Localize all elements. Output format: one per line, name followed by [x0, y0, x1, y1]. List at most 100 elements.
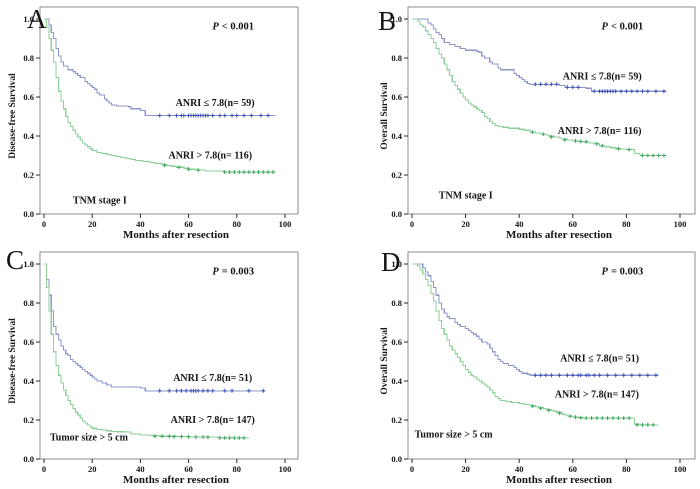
p-symbol: P [602, 267, 609, 278]
y-tick-label: 0.0 [23, 209, 34, 219]
subgroup-label: TNM stage I [439, 190, 493, 201]
x-axis-title: Months after resection [506, 474, 612, 486]
x-tick-label: 20 [461, 219, 470, 229]
survival-curve-anri-high [412, 18, 667, 157]
y-tick-label: 0.0 [391, 209, 402, 219]
y-tick-label: 0.4 [391, 376, 402, 386]
km-plot-panel-c: 0 20 40 60 80 100 0.0 0.2 0.4 0.6 0.8 1.0 Disease-fr… [6, 245, 299, 486]
x-tick-label: 80 [233, 219, 242, 229]
y-tick-label: 0.2 [23, 415, 34, 425]
subgroup-label: Tumor size > 5 cm [415, 430, 494, 441]
x-tick-label: 60 [569, 464, 578, 474]
panel-letter: D [381, 247, 401, 277]
y-tick-label: 0.8 [23, 53, 34, 63]
y-tick-label: 0.0 [391, 454, 402, 464]
survival-curve-anri-low [412, 18, 667, 92]
censor-marks-anri-low [533, 373, 658, 378]
censor-marks-anri-low [533, 82, 666, 94]
y-tick-label: 0.4 [391, 131, 402, 141]
y-axis-title: Disease-free Survival [8, 318, 18, 404]
x-tick-label: 60 [569, 219, 578, 229]
x-tick-label: 100 [674, 219, 687, 229]
y-tick-label: 0.6 [23, 337, 34, 347]
survival-curve-anri-high [44, 263, 249, 439]
y-tick-label: 0.6 [391, 337, 402, 347]
subgroup-label: TNM stage I [73, 195, 127, 206]
p-value-annotation: P < 0.001 [602, 22, 644, 33]
p-value-text: = 0.003 [222, 267, 254, 278]
p-symbol: P [212, 22, 219, 33]
y-tick-label: 0.8 [23, 298, 34, 308]
p-value-annotation: P = 0.003 [602, 267, 644, 278]
y-axis-title: Overall Survival [380, 82, 390, 150]
y-tick-label: 1.0 [23, 259, 34, 269]
y-tick-label: 0.6 [391, 92, 402, 102]
censor-marks-anri-low [157, 388, 266, 393]
series-label-anri-low: ANRI ≤ 7.8(n= 51) [560, 354, 639, 365]
km-plot-panel-a: 0 20 40 60 80 100 0.0 0.2 0.4 0.6 0.8 1.0 Disease-fr… [8, 4, 299, 241]
y-tick-label: 0.2 [391, 170, 402, 180]
series-label-anri-high: ANRI > 7.8(n= 147) [171, 415, 255, 426]
y-tick-label: 0.6 [23, 92, 34, 102]
y-tick-label: 0.0 [23, 454, 34, 464]
panel-letter: B [378, 6, 396, 36]
p-value-text: < 0.001 [222, 22, 254, 33]
series-label-anri-low: ANRI ≤ 7.8(n= 59) [176, 98, 255, 109]
x-tick-label: 80 [622, 219, 631, 229]
p-value-annotation: P = 0.003 [212, 267, 254, 278]
y-tick-label: 0.8 [391, 298, 402, 308]
p-value-text: = 0.003 [611, 267, 643, 278]
x-tick-label: 20 [461, 464, 470, 474]
x-tick-label: 100 [279, 464, 292, 474]
y-axis-title: Disease-free Survival [8, 73, 18, 159]
survival-curve-anri-low [44, 18, 276, 117]
y-tick-label: 0.4 [23, 131, 34, 141]
x-tick-label: 40 [515, 219, 524, 229]
p-symbol: P [602, 22, 609, 33]
p-value-text: < 0.001 [611, 22, 643, 33]
survival-curve-anri-high [44, 18, 276, 173]
y-axis-title: Overall Survival [380, 327, 390, 395]
x-axis-title: Months after resection [123, 229, 229, 241]
y-tick-label: 0.8 [391, 53, 402, 63]
panel-d: 0 20 40 60 80 100 0.0 0.2 0.4 0.6 0.8 1.0 Overall Su… [350, 245, 700, 489]
x-tick-label: 0 [410, 219, 414, 229]
x-axis-title: Months after resection [123, 474, 229, 486]
series-label-anri-high: ANRI > 7.8(n= 116) [558, 126, 642, 137]
x-axis-title: Months after resection [506, 229, 612, 241]
x-tick-label: 60 [184, 219, 193, 229]
x-tick-label: 100 [674, 464, 687, 474]
y-tick-label: 1.0 [391, 14, 402, 24]
series-label-anri-high: ANRI > 7.8(n= 116) [168, 150, 252, 161]
survival-curve-anri-low [44, 263, 266, 392]
km-plot-panel-d: 0 20 40 60 80 100 0.0 0.2 0.4 0.6 0.8 1.0 Overall Su… [380, 247, 696, 486]
km-plot-panel-b: 0 20 40 60 80 100 0.0 0.2 0.4 0.6 0.8 1.0 Overall Su… [378, 6, 696, 241]
panel-a: 0 20 40 60 80 100 0.0 0.2 0.4 0.6 0.8 1.0 Disease-fr… [0, 0, 350, 244]
plot-frame [39, 6, 299, 215]
x-tick-label: 80 [622, 464, 631, 474]
censor-marks-anri-low [157, 113, 271, 118]
x-tick-label: 80 [233, 464, 242, 474]
y-tick-label: 0.2 [391, 415, 402, 425]
series-label-anri-low: ANRI ≤ 7.8(n= 59) [563, 71, 642, 82]
x-tick-label: 20 [88, 219, 97, 229]
panel-letter: C [6, 245, 24, 275]
survival-curve-anri-low [412, 263, 659, 376]
x-tick-label: 0 [42, 219, 46, 229]
x-tick-label: 0 [42, 464, 46, 474]
y-tick-label: 1.0 [23, 14, 34, 24]
y-tick-label: 1.0 [391, 259, 402, 269]
x-tick-label: 100 [279, 219, 292, 229]
x-tick-label: 40 [136, 219, 145, 229]
p-value-annotation: P < 0.001 [212, 22, 254, 33]
censor-marks-anri-high [152, 434, 246, 440]
censor-marks-anri-high [530, 404, 656, 427]
panel-b: 0 20 40 60 80 100 0.0 0.2 0.4 0.6 0.8 1.0 Overall Su… [350, 0, 700, 244]
x-tick-label: 60 [184, 464, 193, 474]
x-tick-label: 0 [410, 464, 414, 474]
series-label-anri-low: ANRI ≤ 7.8(n= 51) [173, 373, 252, 384]
subgroup-label: Tumor size > 5 cm [50, 432, 129, 443]
plot-frame [407, 6, 696, 215]
x-tick-label: 40 [515, 464, 524, 474]
